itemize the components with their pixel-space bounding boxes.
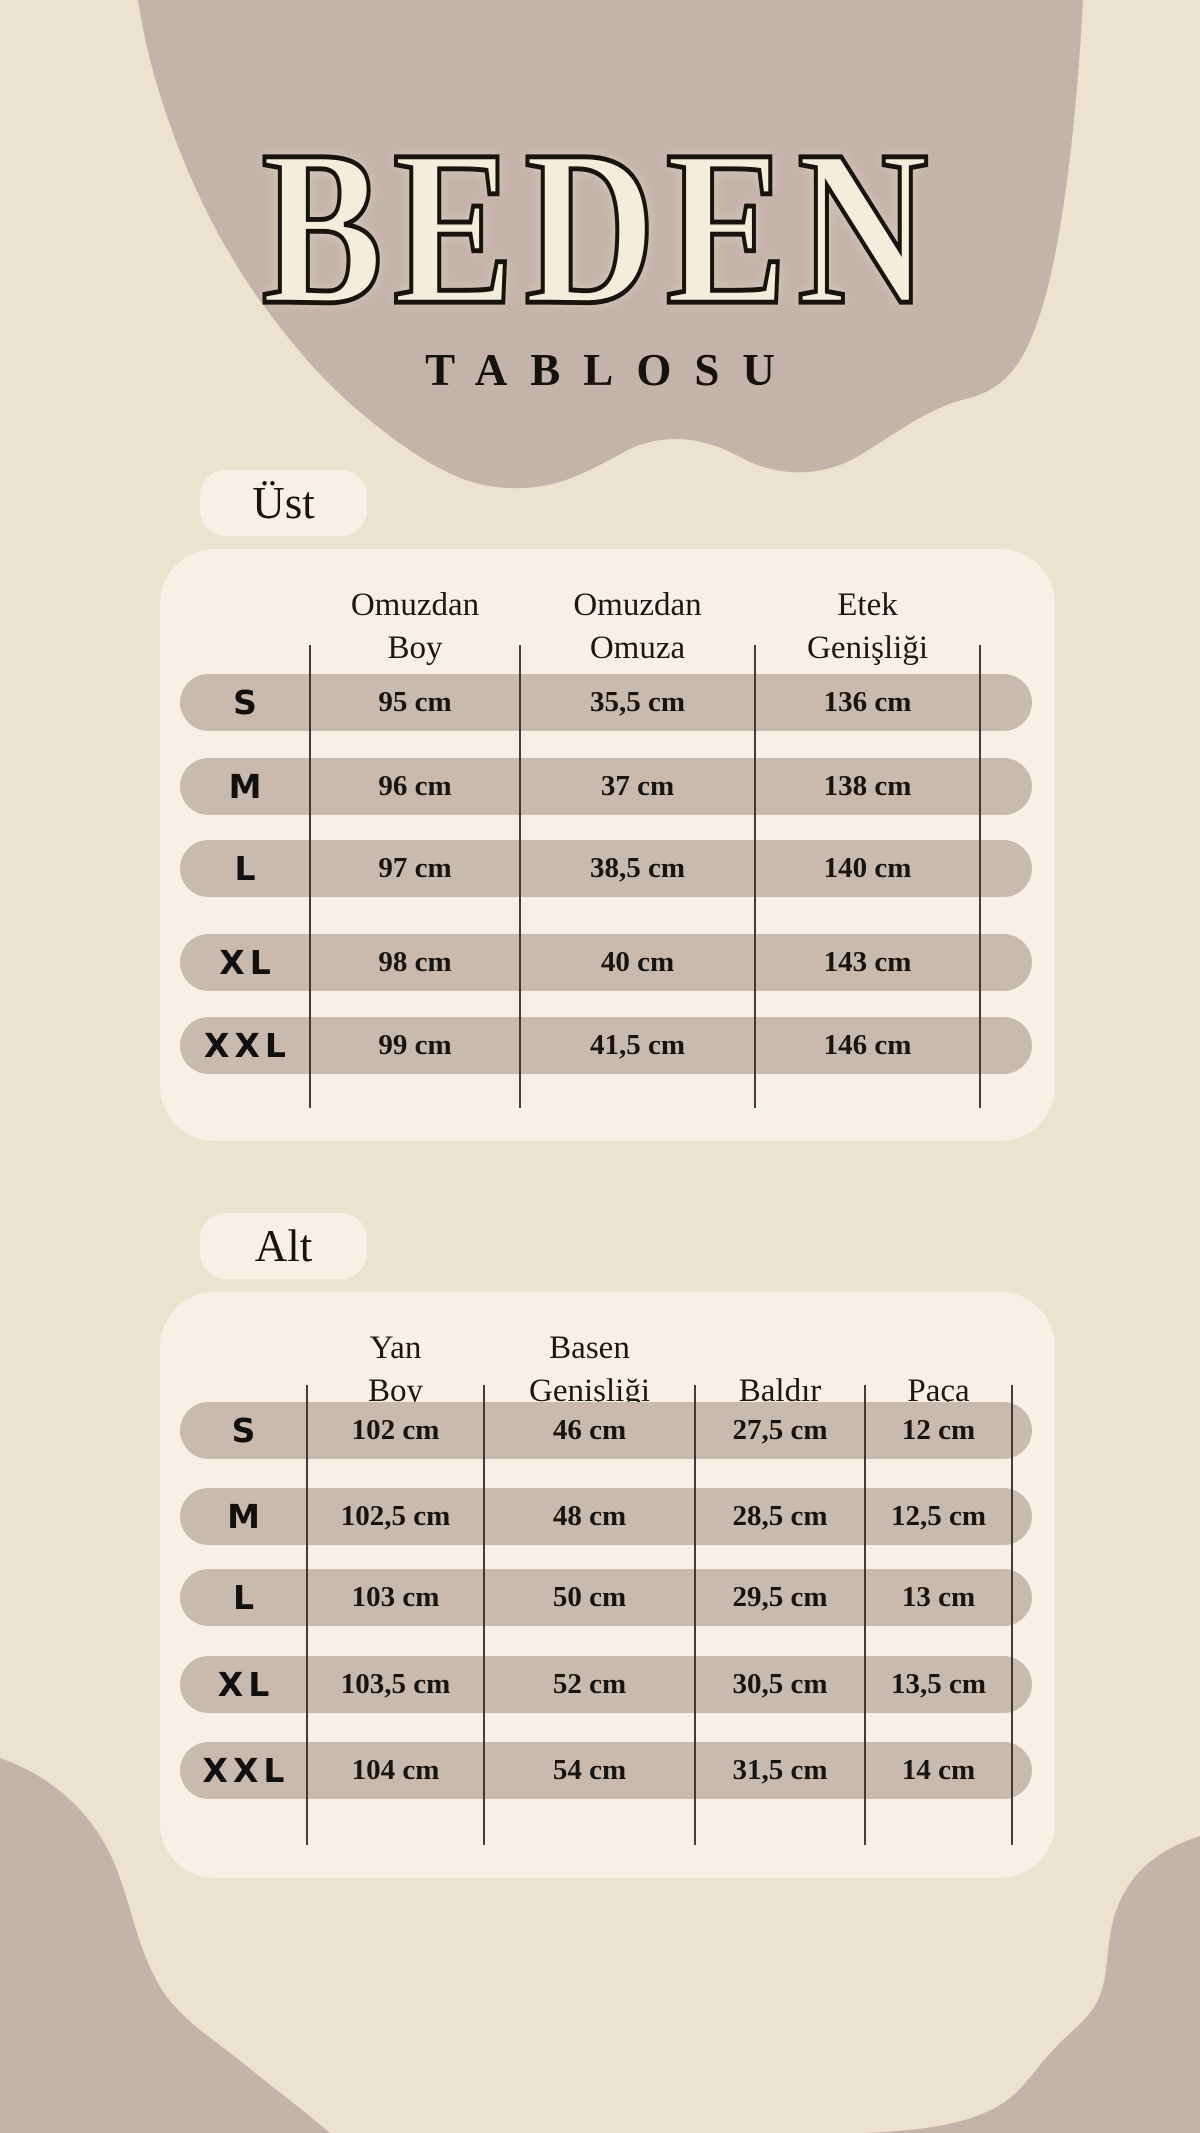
cell-value: 29,5 cm (732, 1581, 828, 1613)
cell-value: 102 cm (351, 1414, 440, 1446)
top-blob-shape (138, 0, 1083, 489)
bottom-right-blob-shape (862, 1836, 1200, 2133)
table-card-alt: Yan Boy Basen Genişliği Baldır Paça S 10… (160, 1292, 1055, 1878)
table-row-xl: XL 98 cm 40 cm 143 cm (180, 934, 1032, 991)
table-header-row: Omuzdan Boy Omuzdan Omuza Etek Genişliği (180, 579, 980, 671)
column-divider (979, 645, 981, 1108)
cell-value: 95 cm (378, 686, 452, 718)
cell-value: 13,5 cm (890, 1668, 987, 1700)
header-line: Yan (369, 1329, 422, 1366)
header-line: Omuzdan (350, 586, 480, 623)
header-spacer (180, 1322, 307, 1414)
column-divider (483, 1385, 485, 1845)
column-divider (309, 645, 311, 1108)
column-divider (864, 1385, 866, 1845)
cell-value: 140 cm (823, 852, 912, 884)
column-divider (754, 645, 756, 1108)
header-line: Omuzdan (573, 586, 702, 623)
cell-value: 41,5 cm (589, 1029, 686, 1061)
cell-value: 50 cm (552, 1581, 627, 1613)
cell-value: 12,5 cm (890, 1500, 987, 1532)
size-label: M (228, 767, 267, 806)
section-label-text: Alt (254, 1221, 313, 1271)
column-divider (694, 1385, 696, 1845)
column-header-omuzdan-boy: Omuzdan Boy (310, 579, 520, 671)
section-label-alt: Alt (200, 1213, 367, 1279)
size-label: L (234, 849, 261, 888)
table-row-xxl: XXL 99 cm 41,5 cm 146 cm (180, 1017, 1032, 1074)
cell-value: 12 cm (901, 1414, 976, 1446)
cell-value: 96 cm (378, 770, 452, 802)
size-label: XL (217, 1665, 275, 1704)
size-label: L (232, 1578, 260, 1617)
cell-value: 35,5 cm (589, 686, 686, 718)
cell-value: 136 cm (823, 686, 912, 718)
cell-value: 14 cm (901, 1754, 976, 1786)
bottom-left-blob-shape (0, 1758, 330, 2133)
header-line: Boy (387, 630, 443, 667)
cell-value: 27,5 cm (732, 1414, 828, 1446)
column-divider (306, 1385, 308, 1845)
cell-value: 54 cm (552, 1754, 627, 1786)
size-label: XL (219, 943, 276, 982)
cell-value: 97 cm (378, 852, 452, 884)
cell-value: 52 cm (552, 1668, 627, 1700)
size-label: XXL (204, 1026, 291, 1065)
size-label: S (233, 683, 262, 722)
table-row-xxl: XXL 104 cm 54 cm 31,5 cm 14 cm (180, 1742, 1032, 1799)
size-label: S (231, 1411, 261, 1450)
cell-value: 102,5 cm (340, 1500, 451, 1532)
column-header-etek-genisligi: Etek Genişliği (755, 579, 980, 671)
header-line: Etek (837, 586, 898, 623)
column-header-paca: Paça (865, 1322, 1012, 1414)
cell-value: 28,5 cm (732, 1500, 828, 1532)
table-row-s: S 95 cm 35,5 cm 136 cm (180, 674, 1032, 731)
header-spacer (180, 579, 310, 671)
column-header-basen-genisligi: Basen Genişliği (484, 1322, 695, 1414)
column-header-omuzdan-omuza: Omuzdan Omuza (520, 579, 755, 671)
table-row-m: M 102,5 cm 48 cm 28,5 cm 12,5 cm (180, 1488, 1032, 1545)
table-row-l: L 103 cm 50 cm 29,5 cm 13 cm (180, 1569, 1032, 1626)
cell-value: 31,5 cm (732, 1754, 828, 1786)
cell-value: 104 cm (351, 1754, 440, 1786)
cell-value: 98 cm (378, 946, 452, 978)
cell-value: 30,5 cm (732, 1668, 828, 1700)
cell-value: 37 cm (600, 770, 675, 802)
table-row-l: L 97 cm 38,5 cm 140 cm (180, 840, 1032, 897)
size-label: XXL (202, 1751, 290, 1790)
cell-value: 143 cm (823, 946, 912, 978)
cell-value: 99 cm (378, 1029, 452, 1061)
column-divider (519, 645, 521, 1108)
table-row-s: S 102 cm 46 cm 27,5 cm 12 cm (180, 1402, 1032, 1459)
table-header-row: Yan Boy Basen Genişliği Baldır Paça (180, 1322, 1012, 1414)
cell-value: 138 cm (823, 770, 912, 802)
size-label: M (227, 1497, 265, 1536)
header-line: Omuza (589, 630, 686, 667)
column-header-baldir: Baldır (695, 1322, 865, 1414)
cell-value: 40 cm (600, 946, 675, 978)
page-title: BEDEN (259, 105, 939, 352)
header-line: Genişliği (807, 630, 928, 667)
section-label-text: Üst (252, 478, 315, 528)
cell-value: 103 cm (351, 1581, 440, 1613)
column-header-yan-boy: Yan Boy (307, 1322, 484, 1414)
cell-value: 48 cm (552, 1500, 627, 1532)
cell-value: 103,5 cm (340, 1668, 451, 1700)
table-row-m: M 96 cm 37 cm 138 cm (180, 758, 1032, 815)
table-card-ust: Omuzdan Boy Omuzdan Omuza Etek Genişliği… (160, 549, 1055, 1141)
cell-value: 46 cm (552, 1414, 627, 1446)
column-divider (1011, 1385, 1013, 1845)
section-label-ust: Üst (200, 470, 367, 536)
cell-value: 38,5 cm (589, 852, 686, 884)
page-subtitle: TABLOSU (425, 345, 798, 395)
cell-value: 146 cm (823, 1029, 912, 1061)
header-line: Basen (549, 1329, 630, 1366)
cell-value: 13 cm (901, 1581, 976, 1613)
table-row-xl: XL 103,5 cm 52 cm 30,5 cm 13,5 cm (180, 1656, 1032, 1713)
